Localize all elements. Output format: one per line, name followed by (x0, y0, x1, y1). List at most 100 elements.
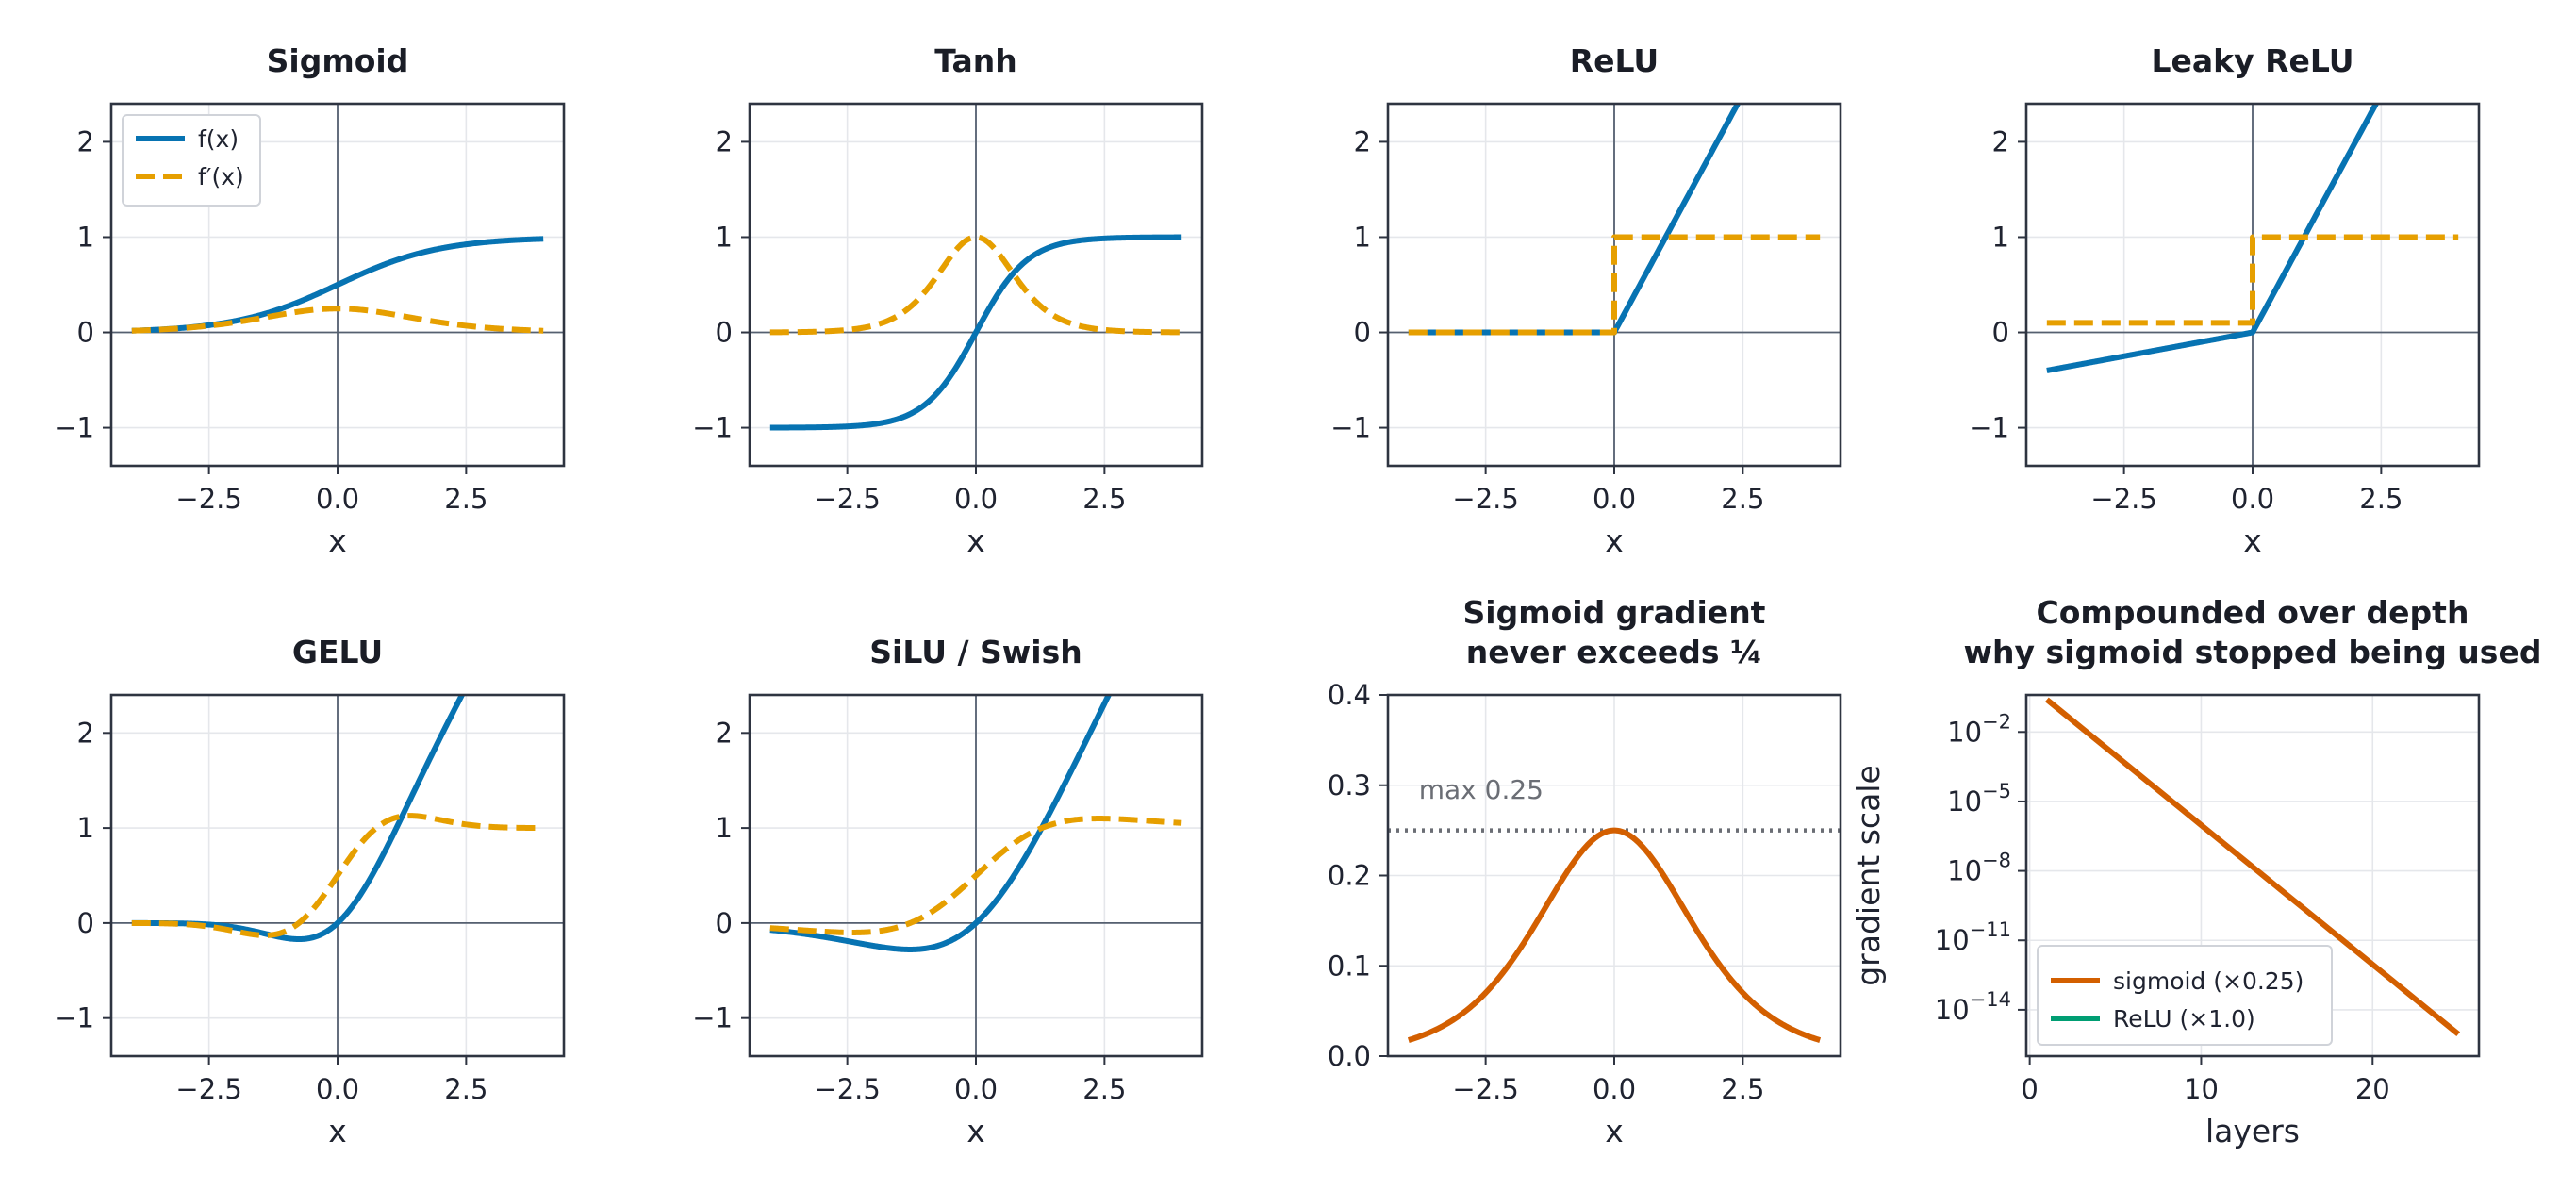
y-tick-label: 0.3 (1328, 769, 1371, 802)
y-tick-label: 1 (1354, 221, 1371, 253)
x-axis-label: x (2243, 522, 2262, 559)
x-tick-label: 2.5 (1082, 483, 1126, 515)
y-tick-label: −1 (1330, 412, 1371, 444)
y-tick-label: 0 (716, 317, 733, 349)
y-tick-label: −1 (1969, 412, 2009, 444)
x-axis-label: x (328, 522, 347, 559)
panel-tanh: −2.5 0.0 2.5 −1 0 1 2 x Tanh (692, 42, 1204, 559)
panel-gelu: −2.5 0.0 2.5 −1 0 1 2 x GELU (54, 634, 566, 1149)
y-tick-label: 0 (77, 907, 94, 939)
legend: f(x) f′(x) (122, 114, 261, 207)
y-tick-label: 2 (1992, 125, 2009, 157)
x-tick-label: 10 (2184, 1073, 2219, 1105)
x-tick-label: 0 (2021, 1073, 2038, 1105)
x-tick-label: 0.0 (1593, 1073, 1636, 1105)
x-tick-label: 0.0 (954, 1073, 998, 1105)
panel-sigmoid_gradient: max 0.25 −2.5 0.0 2.5 0.0 0.1 0.2 0.3 0.4 x Sigmoi… (1328, 594, 1842, 1149)
panel-sigmoid: −2.5 0.0 2.5 −1 0 1 2 x Sigmoid f(x) f′(x) (54, 42, 566, 559)
y-tick-label: 10−5 (1947, 780, 2011, 818)
series-line-df (768, 234, 1184, 336)
y-tick-label: 0.4 (1328, 679, 1371, 711)
max-reference-label: max 0.25 (1419, 774, 1544, 805)
y-tick-label: 1 (716, 221, 733, 253)
chart-title: SiLU / Swish (869, 634, 1082, 670)
x-axis-label: x (966, 1113, 985, 1149)
y-tick-label: 0 (77, 317, 94, 349)
x-tick-label: −2.5 (814, 1073, 880, 1105)
panel-leaky_relu: −2.5 0.0 2.5 −1 0 1 2 x Leaky ReLU (1969, 42, 2481, 559)
chart-title: Compounded over depth (2037, 594, 2469, 631)
y-tick-label: 10−14 (1935, 988, 2011, 1026)
x-tick-label: 0.0 (316, 483, 359, 515)
y-tick-label: 2 (716, 125, 733, 157)
x-tick-label: 2.5 (1721, 1073, 1764, 1105)
y-tick-label: 0.1 (1328, 950, 1371, 982)
chart-title: never exceeds ¼ (1466, 634, 1762, 670)
y-tick-label: 1 (77, 221, 94, 253)
x-tick-label: −2.5 (1452, 1073, 1518, 1105)
legend-label-relu: ReLU (×1.0) (2113, 1005, 2255, 1033)
x-tick-label: 0.0 (954, 483, 998, 515)
chart-title: Sigmoid (267, 42, 409, 79)
legend-label-df: f′(x) (198, 163, 244, 190)
series-line-df (1408, 234, 1821, 336)
x-axis-label: x (966, 522, 985, 559)
panel-silu: −2.5 0.0 2.5 −1 0 1 2 x SiLU / Swish (692, 634, 1204, 1149)
y-tick-label: −1 (692, 412, 733, 444)
y-tick-label: 0.2 (1328, 860, 1371, 892)
x-tick-label: −2.5 (175, 483, 241, 515)
series-line-f (2044, 104, 2380, 373)
x-tick-label: −2.5 (175, 1073, 241, 1105)
x-tick-label: −2.5 (2090, 483, 2156, 515)
x-tick-label: 20 (2355, 1073, 2390, 1105)
panel-depth: 0 10 20 10−2 10−5 10−8 10−11 10−14 layers gradien… (1850, 594, 2541, 1149)
series-line-df (2046, 234, 2459, 326)
series-line-f (768, 695, 1113, 952)
y-tick-label: 1 (716, 812, 733, 844)
y-tick-label: 10−11 (1935, 918, 2011, 956)
y-tick-label: −1 (54, 1002, 94, 1034)
x-axis-label: x (1605, 522, 1624, 559)
x-tick-label: 2.5 (1082, 1073, 1126, 1105)
y-axis-label: gradient scale (1850, 765, 1887, 986)
y-tick-label: 1 (77, 812, 94, 844)
legend-label-sigmoid: sigmoid (×0.25) (2113, 967, 2304, 995)
chart-title: ReLU (1570, 42, 1659, 79)
x-axis-label: x (1605, 1113, 1624, 1149)
y-tick-label: −1 (692, 1002, 733, 1034)
x-tick-label: 0.0 (1593, 483, 1636, 515)
chart-title: GELU (292, 634, 383, 670)
y-tick-label: 2 (716, 717, 733, 749)
x-tick-label: 0.0 (316, 1073, 359, 1105)
y-tick-label: 10−8 (1947, 850, 2011, 887)
series-line-sigmoid (2044, 697, 2461, 1037)
y-tick-label: 10−2 (1947, 710, 2011, 748)
legend: sigmoid (×0.25) ReLU (×1.0) (2037, 945, 2333, 1046)
y-tick-label: 1 (1992, 221, 2009, 253)
x-tick-label: 2.5 (2359, 483, 2403, 515)
y-tick-label: 2 (1354, 125, 1371, 157)
y-tick-label: 0.0 (1328, 1040, 1371, 1072)
series-line-df (768, 816, 1184, 935)
axes-frame (2024, 693, 2481, 1058)
x-tick-label: 2.5 (444, 483, 487, 515)
legend-label-f: f(x) (198, 125, 239, 153)
x-axis-label: layers (2205, 1113, 2300, 1149)
y-tick-label: 0 (716, 907, 733, 939)
x-axis-label: x (328, 1113, 347, 1149)
series-line-df (129, 306, 546, 334)
chart-title: why sigmoid stopped being used (1964, 634, 2542, 670)
series-line-f (768, 234, 1184, 431)
x-tick-label: 2.5 (444, 1073, 487, 1105)
y-tick-label: 2 (77, 125, 94, 157)
series-line-sigmoid_grad (1406, 827, 1823, 1043)
x-tick-label: −2.5 (814, 483, 880, 515)
x-tick-label: 2.5 (1721, 483, 1764, 515)
panel-relu: −2.5 0.0 2.5 −1 0 1 2 x ReLU (1330, 42, 1842, 559)
chart-title: Leaky ReLU (2151, 42, 2353, 79)
x-tick-label: 0.0 (2231, 483, 2274, 515)
y-tick-label: −1 (54, 412, 94, 444)
y-tick-label: 0 (1992, 317, 2009, 349)
chart-title: Sigmoid gradient (1463, 594, 1766, 631)
